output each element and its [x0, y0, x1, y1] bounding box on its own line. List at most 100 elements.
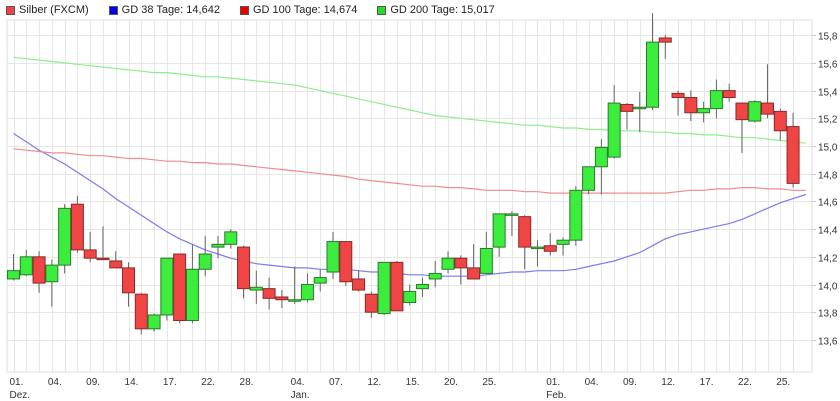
x-tick-label: 28. — [240, 377, 254, 388]
candle — [467, 267, 481, 280]
x-tick-label: 14. — [125, 377, 139, 388]
candle — [518, 216, 532, 248]
candle — [83, 249, 97, 259]
candle — [339, 241, 353, 283]
candle — [403, 290, 417, 304]
legend-swatch-icon — [239, 5, 249, 15]
legend-item-gd200[interactable]: GD 200 Tage: 15,017 — [377, 4, 495, 16]
x-tick-label: 20. — [444, 377, 458, 388]
x-tick-label: 17. — [700, 377, 714, 388]
ma-line-0 — [13, 132, 807, 277]
candle — [109, 260, 123, 269]
candle — [722, 90, 736, 99]
candle — [735, 102, 749, 121]
y-tick-label: 14,2 — [818, 254, 838, 265]
legend: Silber (FXCM) GD 38 Tage: 14,642 GD 100 … — [0, 0, 509, 20]
candle — [441, 257, 455, 270]
candle — [32, 256, 46, 284]
y-tick-label: 14,6 — [818, 198, 838, 209]
x-axis: 01. Dez. 04. 09. 14. 17. 22. 28. 04. Jan. 07. 12. 15… — [10, 377, 791, 401]
candle — [58, 207, 72, 266]
candle — [70, 203, 84, 251]
x-tick-label: 25. — [776, 377, 790, 388]
candle — [415, 284, 429, 290]
candle — [300, 284, 314, 301]
candle — [786, 126, 800, 184]
candle — [479, 247, 493, 274]
legend-label: Silber (FXCM) — [19, 4, 89, 16]
candle — [185, 268, 199, 322]
grid — [7, 20, 812, 372]
x-tick-month-label: Jan. — [291, 390, 310, 401]
candle — [594, 146, 608, 168]
candle — [671, 92, 685, 99]
candle — [709, 90, 723, 110]
candle — [569, 189, 583, 241]
candle — [122, 267, 136, 294]
moving-average-lines — [13, 56, 807, 277]
candle — [134, 293, 148, 330]
candle — [390, 261, 404, 312]
candle — [173, 253, 187, 322]
x-tick-month-label: Dez. — [10, 390, 31, 401]
x-tick-label: 04. — [48, 377, 62, 388]
candle — [147, 314, 161, 330]
candle — [633, 106, 647, 110]
legend-item-gd100[interactable]: GD 100 Tage: 14,674 — [239, 4, 358, 16]
x-tick-label: 22. — [201, 377, 215, 388]
legend-item-gd38[interactable]: GD 38 Tage: 14,642 — [108, 4, 220, 16]
y-tick-label: 14,0 — [818, 282, 838, 293]
candle — [364, 293, 378, 313]
ma-line-1 — [13, 148, 806, 194]
candle — [658, 37, 672, 43]
candle — [160, 257, 174, 316]
y-tick-label: 15,8 — [818, 32, 838, 43]
x-tick-month-label: Feb. — [546, 390, 566, 401]
candle — [224, 231, 238, 245]
legend-swatch-icon — [108, 5, 118, 15]
legend-label: GD 38 Tage: 14,642 — [121, 4, 220, 16]
candle — [249, 286, 263, 291]
candle — [198, 253, 212, 270]
x-tick-label: 09. — [623, 377, 637, 388]
x-tick-label: 01. — [546, 377, 560, 388]
y-tick-label: 15,4 — [818, 88, 838, 99]
candle — [45, 264, 59, 283]
candle — [377, 261, 391, 315]
y-tick-label: 15,2 — [818, 115, 838, 126]
candle — [697, 108, 711, 114]
candle — [262, 288, 276, 299]
candle — [288, 299, 302, 302]
candle — [211, 243, 225, 248]
legend-item-silber[interactable]: Silber (FXCM) — [6, 4, 89, 16]
x-tick-label: 12. — [661, 377, 675, 388]
ma-line-2 — [13, 56, 806, 144]
candle — [761, 102, 775, 115]
y-tick-label: 15,6 — [818, 60, 838, 71]
x-tick-label: 15. — [406, 377, 420, 388]
candles — [7, 13, 800, 335]
x-tick-label: 12. — [367, 377, 381, 388]
x-tick-label: 07. — [329, 377, 343, 388]
candle — [646, 41, 659, 108]
candle — [492, 213, 506, 248]
candle — [237, 246, 251, 290]
candle — [505, 213, 519, 216]
x-tick-label: 22. — [738, 377, 752, 388]
y-tick-label: 13,8 — [818, 309, 838, 320]
x-tick-label: 04. — [291, 377, 305, 388]
x-tick-label: 25. — [482, 377, 496, 388]
candle — [530, 246, 544, 250]
candle — [326, 241, 340, 273]
candle — [96, 257, 110, 261]
legend-swatch-icon — [6, 5, 15, 15]
legend-label: GD 100 Tage: 14,674 — [252, 4, 358, 16]
candle — [773, 110, 787, 132]
candle — [352, 278, 366, 291]
candle — [7, 270, 20, 280]
plot-border — [6, 19, 813, 373]
candle — [428, 272, 442, 280]
legend-label: GD 200 Tage: 15,017 — [390, 4, 495, 16]
legend-swatch-icon — [377, 5, 387, 15]
